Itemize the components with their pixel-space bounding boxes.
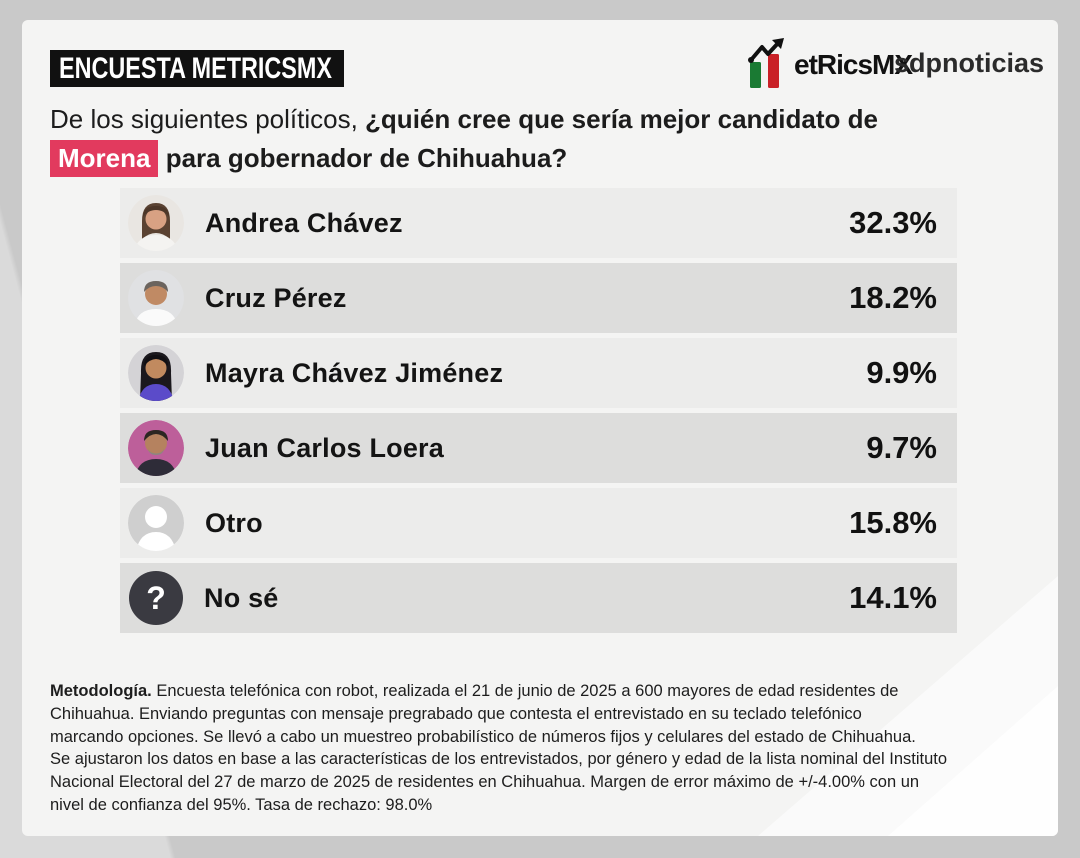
question-line-2: Morena para gobernador de Chihuahua?	[50, 139, 1010, 178]
question-regular-text: De los siguientes políticos,	[50, 104, 366, 134]
encuesta-badge: ENCUESTA METRICSMX	[50, 50, 344, 87]
methodology-line: nivel de confianza del 95%. Tasa de rech…	[50, 795, 433, 814]
question-bold-text: ¿quién cree que sería mejor candidato de	[365, 104, 878, 134]
morena-highlight: Morena	[50, 140, 159, 177]
juan-carlos-loera-photo	[128, 420, 184, 476]
candidate-name: Mayra Chávez Jiménez	[205, 357, 504, 388]
result-percentage: 18.2%	[849, 280, 937, 315]
table-row: Otro 15.8%	[120, 488, 957, 558]
table-row: Cruz Pérez 18.2%	[120, 263, 957, 333]
table-row: Juan Carlos Loera 9.7%	[120, 413, 957, 483]
andrea-chavez-photo	[128, 195, 184, 251]
metricsmx-bars-arrow-icon	[748, 38, 784, 88]
candidate-name: Juan Carlos Loera	[205, 432, 444, 463]
methodology-label: Metodología.	[50, 682, 152, 700]
metricsmx-logo-text: etRicsMX	[794, 49, 913, 80]
methodology-line: Nacional Electoral del 27 de marzo de 20…	[50, 773, 920, 792]
poll-question: De los siguientes políticos, ¿quién cree…	[50, 100, 1010, 178]
methodology-line: Se ajustaron los datos en base a las car…	[50, 750, 948, 769]
generic-person-icon	[128, 495, 184, 551]
option-label: No sé	[204, 582, 279, 613]
result-percentage: 9.7%	[866, 430, 937, 465]
result-percentage: 9.9%	[866, 355, 937, 390]
methodology-line: Chihuahua. Enviando preguntas con mensaj…	[50, 704, 862, 723]
candidate-name: Cruz Pérez	[205, 282, 347, 313]
infographic-card: ENCUESTA METRICSMX etRicsMX sdpnoticias …	[22, 20, 1058, 836]
cruz-perez-photo	[128, 270, 184, 326]
result-percentage: 32.3%	[849, 205, 937, 240]
result-percentage: 15.8%	[849, 505, 937, 540]
methodology-line-text: Encuesta telefónica con robot, realizada…	[156, 682, 899, 700]
results-table: Andrea Chávez 32.3% Cruz Pérez 18.2%	[120, 188, 957, 638]
methodology-line: marcando opciones. Se llevó a cabo un mu…	[50, 727, 916, 746]
question-line-1: De los siguientes políticos, ¿quién cree…	[50, 100, 1010, 139]
question-mark-icon: ?	[129, 571, 183, 625]
mayra-chavez-jimenez-photo	[128, 345, 184, 401]
table-row: Andrea Chávez 32.3%	[120, 188, 957, 258]
result-percentage: 14.1%	[849, 580, 937, 615]
methodology-line: Metodología. Encuesta telefónica con rob…	[50, 680, 1030, 703]
encuesta-badge-label: ENCUESTA METRICSMX	[59, 51, 333, 85]
question-bold-text: para gobernador de Chihuahua?	[158, 143, 568, 173]
candidate-name: Andrea Chávez	[205, 207, 403, 238]
metricsmx-logo: etRicsMX	[746, 38, 913, 92]
table-row: ? No sé 14.1%	[120, 563, 957, 633]
sdpnoticias-logo: sdpnoticias	[894, 48, 1045, 78]
option-label: Otro	[205, 507, 263, 538]
methodology-text: Metodología. Encuesta telefónica con rob…	[50, 680, 1030, 817]
table-row: Mayra Chávez Jiménez 9.9%	[120, 338, 957, 408]
